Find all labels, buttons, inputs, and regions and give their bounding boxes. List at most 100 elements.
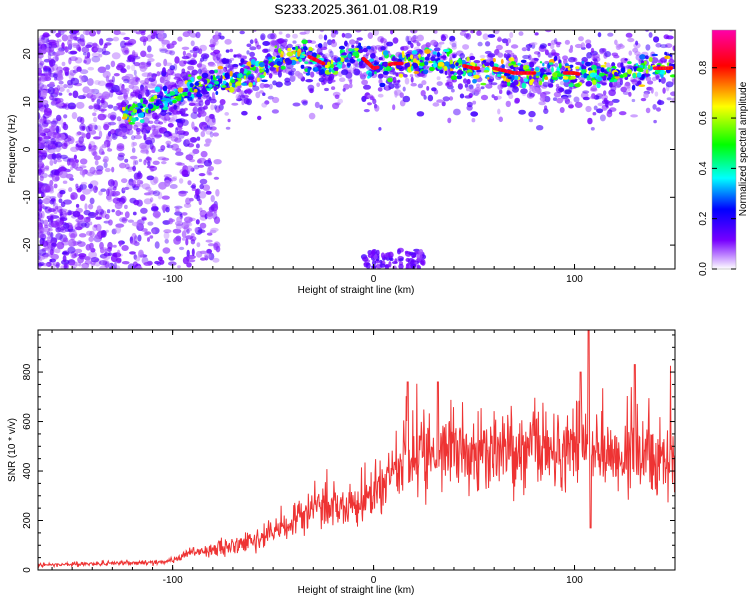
- heatmap-blob: [125, 163, 130, 170]
- heatmap-blob: [38, 90, 41, 98]
- heatmap-blob: [68, 187, 73, 193]
- heatmap-blob: [44, 224, 49, 228]
- heatmap-blob: [211, 92, 215, 98]
- heatmap-blob: [152, 210, 161, 218]
- heatmap-blob: [597, 76, 603, 81]
- heatmap-blob: [589, 72, 597, 78]
- heatmap-blob: [38, 244, 41, 251]
- heatmap-blob: [520, 88, 528, 95]
- heatmap-blob: [98, 53, 103, 58]
- heatmap-blob: [349, 79, 353, 84]
- heatmap-blob: [517, 62, 522, 66]
- heatmap-blob: [117, 154, 125, 161]
- heatmap-blob: [554, 38, 558, 44]
- heatmap-blob: [605, 62, 611, 68]
- heatmap-blob: [328, 76, 333, 81]
- heatmap-blob: [43, 222, 47, 226]
- heatmap-blob: [259, 61, 265, 68]
- heatmap-blob: [55, 227, 62, 233]
- heatmap-blob: [196, 242, 201, 248]
- heatmap-blob: [520, 59, 527, 63]
- heatmap-blob: [53, 73, 58, 79]
- heatmap-blob: [367, 75, 370, 79]
- x-tick-label: 0: [371, 274, 377, 285]
- heatmap-blob: [352, 67, 357, 72]
- colorbar-tick-label: 0.6: [698, 111, 709, 125]
- heatmap-blob: [49, 30, 57, 34]
- heatmap-blob: [228, 86, 235, 93]
- heatmap-blob: [75, 131, 81, 137]
- heatmap-blob: [249, 39, 254, 44]
- heatmap-blob: [101, 151, 105, 155]
- heatmap-blob: [449, 35, 456, 42]
- heatmap-blob: [63, 137, 72, 142]
- heatmap-blob: [268, 83, 273, 90]
- heatmap-blob: [189, 59, 198, 66]
- heatmap-blob: [654, 91, 659, 97]
- heatmap-blob: [492, 58, 496, 63]
- heatmap-blob: [262, 92, 266, 96]
- heatmap-blob: [182, 256, 189, 265]
- heatmap-blob: [421, 65, 429, 70]
- heatmap-blob: [585, 61, 592, 67]
- heatmap-blob: [152, 190, 161, 197]
- heatmap-blob: [121, 245, 129, 251]
- heatmap-blob: [63, 114, 68, 119]
- heatmap-blob: [145, 53, 154, 58]
- heatmap-blob: [316, 22, 319, 25]
- heatmap-blob: [79, 255, 85, 260]
- heatmap-blob: [213, 241, 221, 249]
- heatmap-blob: [632, 47, 639, 53]
- heatmap-blob: [248, 82, 253, 88]
- heatmap-blob: [56, 50, 65, 56]
- heatmap-blob: [93, 47, 99, 51]
- heatmap-blob: [357, 49, 364, 53]
- heatmap-blob: [149, 197, 154, 203]
- heatmap-blob: [94, 159, 99, 166]
- heatmap-blob: [195, 98, 204, 103]
- heatmap-blob: [643, 24, 648, 29]
- heatmap-blob: [50, 215, 54, 223]
- heatmap-blob: [181, 237, 186, 241]
- heatmap-blob: [267, 33, 275, 40]
- heatmap-blob: [181, 169, 189, 176]
- heatmap-blob: [132, 165, 137, 172]
- heatmap-blob: [206, 232, 213, 236]
- heatmap-blob: [333, 56, 338, 62]
- heatmap-blob: [102, 70, 111, 79]
- heatmap-blob: [400, 45, 409, 51]
- heatmap-blob: [462, 44, 470, 50]
- heatmap-blob: [201, 72, 209, 79]
- heatmap-blob: [148, 120, 154, 125]
- heatmap-blob: [328, 68, 332, 73]
- heatmap-blob: [119, 162, 127, 169]
- heatmap-blob: [473, 74, 480, 79]
- heatmap-blob: [356, 37, 363, 41]
- snr-series-line: [38, 330, 675, 569]
- heatmap-blob: [255, 41, 259, 48]
- heatmap-blob: [63, 265, 68, 269]
- heatmap-blob: [135, 256, 141, 262]
- heatmap-blob: [545, 72, 552, 75]
- heatmap-blob: [237, 95, 242, 102]
- heatmap-blob: [349, 58, 356, 64]
- heatmap-blob: [533, 57, 539, 61]
- heatmap-blob: [158, 47, 168, 52]
- heatmap-blob: [76, 66, 82, 72]
- heatmap-blob: [590, 47, 595, 54]
- heatmap-blob: [60, 226, 67, 231]
- heatmap-blob: [250, 67, 254, 71]
- heatmap-blob: [261, 102, 268, 108]
- heatmap-blob: [98, 108, 107, 112]
- heatmap-blob: [120, 67, 126, 72]
- heatmap-blob: [437, 61, 445, 67]
- heatmap-blob: [136, 131, 140, 135]
- heatmap-blob: [222, 80, 227, 85]
- heatmap-blob: [89, 197, 95, 205]
- colorbar-tick-label: 0.0: [698, 262, 709, 276]
- heatmap-blob: [143, 99, 146, 102]
- heatmap-blob: [411, 255, 415, 259]
- heatmap-blob: [163, 174, 172, 179]
- heatmap-hotspot: [576, 72, 581, 76]
- heatmap-blob: [87, 78, 94, 86]
